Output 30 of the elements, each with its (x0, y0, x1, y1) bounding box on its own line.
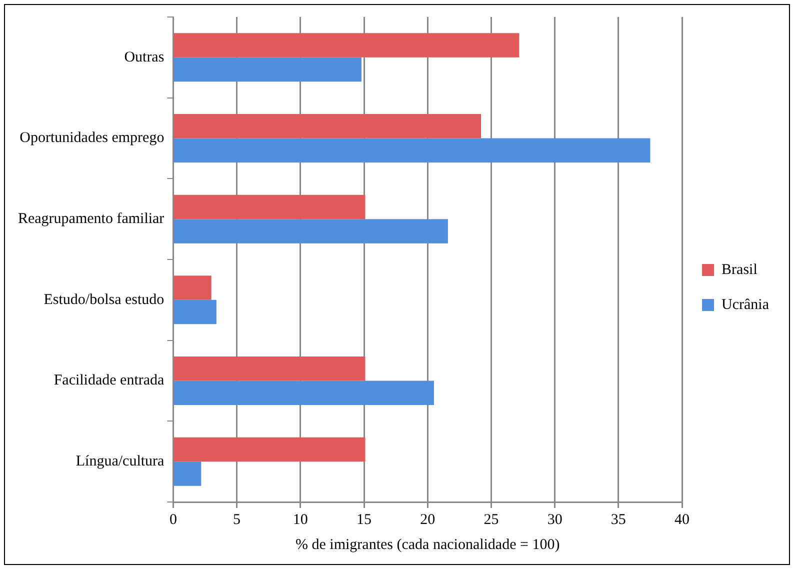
bar (174, 356, 366, 381)
bar (174, 219, 448, 244)
bar (174, 380, 434, 405)
bar (174, 33, 520, 58)
y-tick-label: Língua/cultura (76, 454, 165, 470)
legend-label: Brasil (722, 262, 758, 278)
bar (174, 437, 366, 462)
y-tick-label: Estudo/bolsa estudo (44, 292, 164, 308)
bar (174, 276, 212, 300)
x-tick-label: 20 (420, 512, 436, 528)
bar (174, 57, 362, 82)
bar (174, 300, 216, 324)
legend-label: Ucrânia (722, 296, 770, 313)
bar (174, 462, 202, 486)
y-tick-label: Oportunidades emprego (20, 130, 164, 146)
x-tick-label: 15 (356, 512, 372, 528)
x-axis-title: % de imigrantes (cada nacionalidade = 100) (296, 536, 560, 553)
x-tick-label: 0 (169, 512, 177, 528)
bar (174, 194, 366, 220)
y-tick-label: Outras (124, 49, 164, 66)
x-tick-label: 35 (610, 512, 626, 528)
bar (174, 114, 482, 138)
x-tick-label: 40 (674, 512, 690, 528)
x-tick-label: 25 (484, 512, 499, 528)
x-tick-label: 5 (233, 512, 241, 528)
y-tick-label: Reagrupamento familiar (18, 211, 164, 228)
y-tick-label: Facilidade entrada (54, 372, 165, 389)
x-tick-label: 30 (547, 512, 562, 528)
x-tick-label: 10 (292, 512, 308, 528)
bar (174, 138, 650, 162)
